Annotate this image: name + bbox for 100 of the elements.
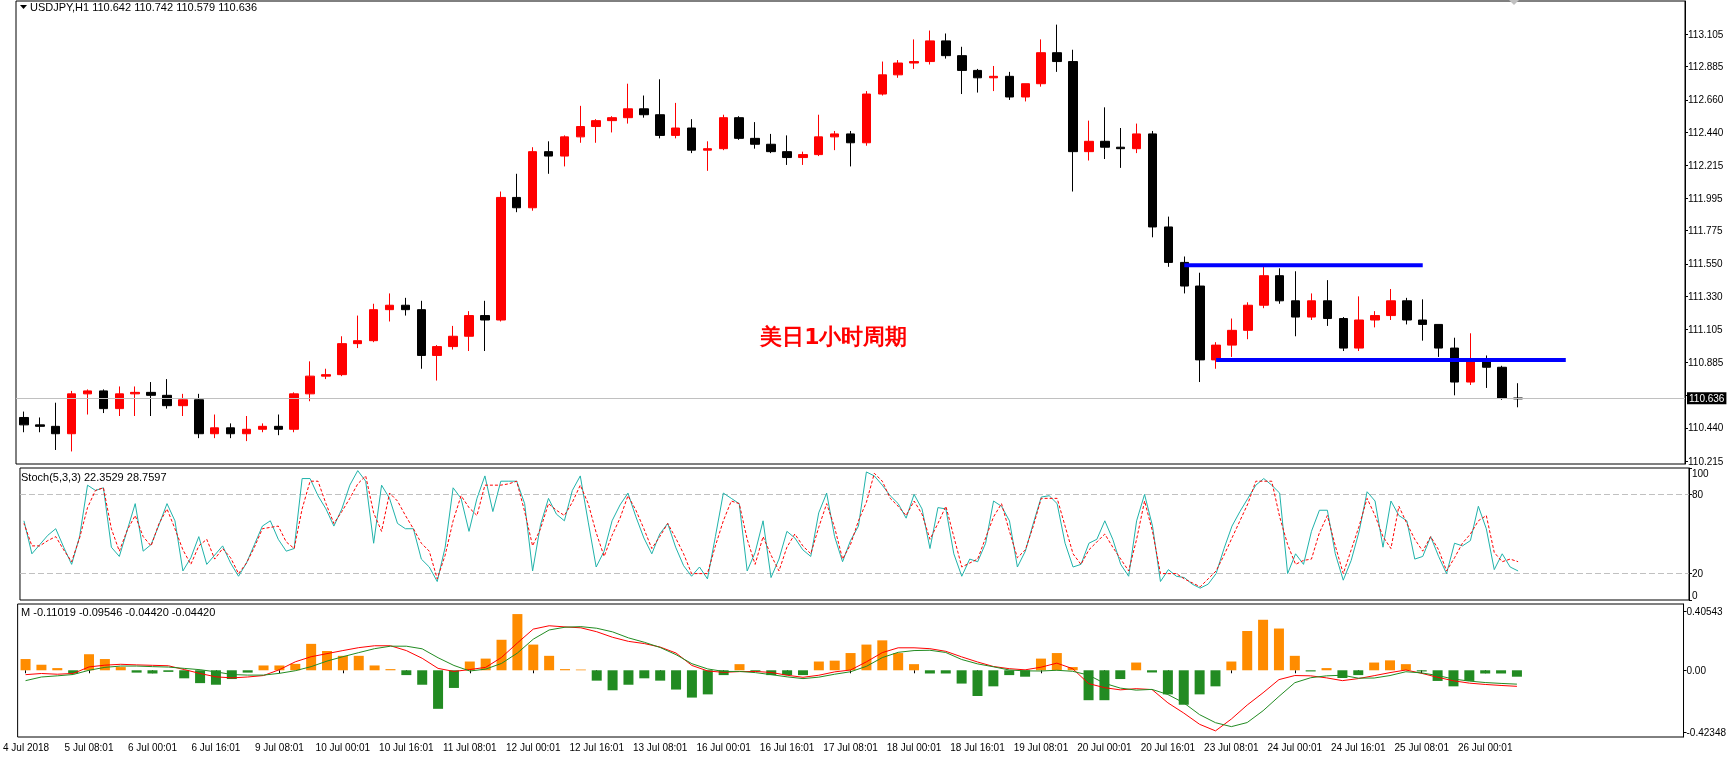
y-tick-label: 110.215 xyxy=(1688,455,1724,467)
bar xyxy=(655,670,666,681)
candlestick xyxy=(19,411,29,433)
x-tick-label: 18 Jul 00:01 xyxy=(886,741,942,753)
bar xyxy=(1242,631,1253,671)
x-tick-label: 24 Jul 00:01 xyxy=(1267,741,1323,753)
bar xyxy=(877,640,888,671)
x-tick-label: 23 Jul 08:01 xyxy=(1204,741,1260,753)
y-tick-label: 0.00 xyxy=(1686,664,1707,676)
bar xyxy=(893,653,904,671)
y-tick-label: 0 xyxy=(1691,589,1698,601)
bar xyxy=(734,664,745,671)
y-tick-label: 20 xyxy=(1691,568,1704,580)
bar xyxy=(528,644,539,671)
x-tick-label: 12 Jul 00:01 xyxy=(506,741,561,753)
bar xyxy=(988,670,999,687)
x-tick-label: 13 Jul 08:01 xyxy=(632,741,688,753)
bar xyxy=(940,670,951,674)
bar xyxy=(433,670,444,709)
bar xyxy=(1273,628,1284,671)
bar xyxy=(1353,670,1364,676)
x-tick-label: 20 Jul 16:01 xyxy=(1140,741,1196,753)
x-tick-label: 4 Jul 2018 xyxy=(2,741,50,753)
bar xyxy=(1258,619,1269,671)
bar xyxy=(845,653,856,671)
x-tick-label: 26 Jul 00:01 xyxy=(1457,741,1513,753)
bar xyxy=(1400,664,1411,671)
bar xyxy=(179,670,190,679)
bar xyxy=(702,670,713,695)
bar xyxy=(1210,670,1221,687)
x-tick-label: 24 Jul 16:01 xyxy=(1331,741,1386,753)
x-tick-label: 10 Jul 16:01 xyxy=(379,741,435,753)
x-tick-label: 25 Jul 08:01 xyxy=(1394,741,1450,753)
bar xyxy=(909,664,920,671)
bar xyxy=(1194,670,1205,695)
bar xyxy=(1496,670,1507,674)
x-tick-label: 12 Jul 16:01 xyxy=(569,741,625,753)
bar xyxy=(607,670,618,691)
x-tick-label: 6 Jul 00:01 xyxy=(128,741,178,753)
chart-title: M -0.11019 -0.09546 -0.04420 -0.04420 xyxy=(21,605,216,618)
bar xyxy=(115,667,126,671)
bar xyxy=(1511,670,1522,677)
x-tick-label: 10 Jul 00:01 xyxy=(315,741,371,753)
bar xyxy=(36,664,47,671)
chart-title: Stoch(5,3,3) 22.3529 28.7597 xyxy=(21,470,167,483)
bar xyxy=(353,655,364,671)
bar xyxy=(1369,662,1380,671)
bar xyxy=(417,670,428,685)
bar xyxy=(1321,668,1332,671)
x-tick-label: 16 Jul 00:01 xyxy=(696,741,752,753)
bar xyxy=(337,655,348,671)
bar xyxy=(1051,653,1062,671)
bar xyxy=(782,670,793,676)
bar xyxy=(1385,660,1396,671)
x-tick-label: 17 Jul 08:01 xyxy=(823,741,879,753)
x-tick-label: 19 Jul 08:01 xyxy=(1013,741,1069,753)
bar xyxy=(972,670,983,696)
bar xyxy=(829,660,840,671)
bar xyxy=(671,670,682,690)
bar xyxy=(924,670,935,674)
x-tick-label: 18 Jul 16:01 xyxy=(950,741,1006,753)
bar xyxy=(1226,661,1237,671)
bar xyxy=(813,661,824,671)
bar xyxy=(1289,655,1300,671)
x-tick-label: 9 Jul 08:01 xyxy=(254,741,305,753)
x-tick-label: 6 Jul 16:01 xyxy=(191,741,241,753)
x-tick-label: 5 Jul 08:01 xyxy=(64,741,114,753)
bar xyxy=(52,668,63,671)
x-tick-label: 16 Jul 16:01 xyxy=(759,741,815,753)
x-tick-label: 11 Jul 08:01 xyxy=(442,741,498,753)
y-tick-label: -0.42348 xyxy=(1686,726,1727,738)
bar xyxy=(956,670,967,684)
bar xyxy=(20,659,31,671)
bar xyxy=(147,670,158,674)
bar xyxy=(797,670,808,676)
x-tick-label: 20 Jul 00:01 xyxy=(1077,741,1133,753)
bar xyxy=(401,670,412,676)
bar xyxy=(258,665,269,671)
y-tick-label: 100 xyxy=(1691,467,1710,479)
bar xyxy=(1480,670,1491,674)
bar xyxy=(1464,670,1475,681)
bar xyxy=(1115,670,1126,680)
bar xyxy=(1178,670,1189,705)
bar xyxy=(1004,670,1015,676)
bar xyxy=(1131,662,1142,671)
bar xyxy=(591,670,602,681)
bar xyxy=(1337,670,1348,679)
y-tick-label: 0.40543 xyxy=(1686,605,1724,617)
bar xyxy=(1083,670,1094,701)
bar xyxy=(448,670,459,688)
bar xyxy=(639,670,650,679)
bar xyxy=(686,670,697,698)
bar xyxy=(1099,670,1110,701)
bar xyxy=(512,614,523,671)
bar xyxy=(369,665,380,671)
bar xyxy=(242,670,253,673)
y-tick-label: 80 xyxy=(1691,488,1704,500)
bar xyxy=(1147,670,1158,673)
bar xyxy=(131,670,142,673)
bar xyxy=(544,655,555,671)
